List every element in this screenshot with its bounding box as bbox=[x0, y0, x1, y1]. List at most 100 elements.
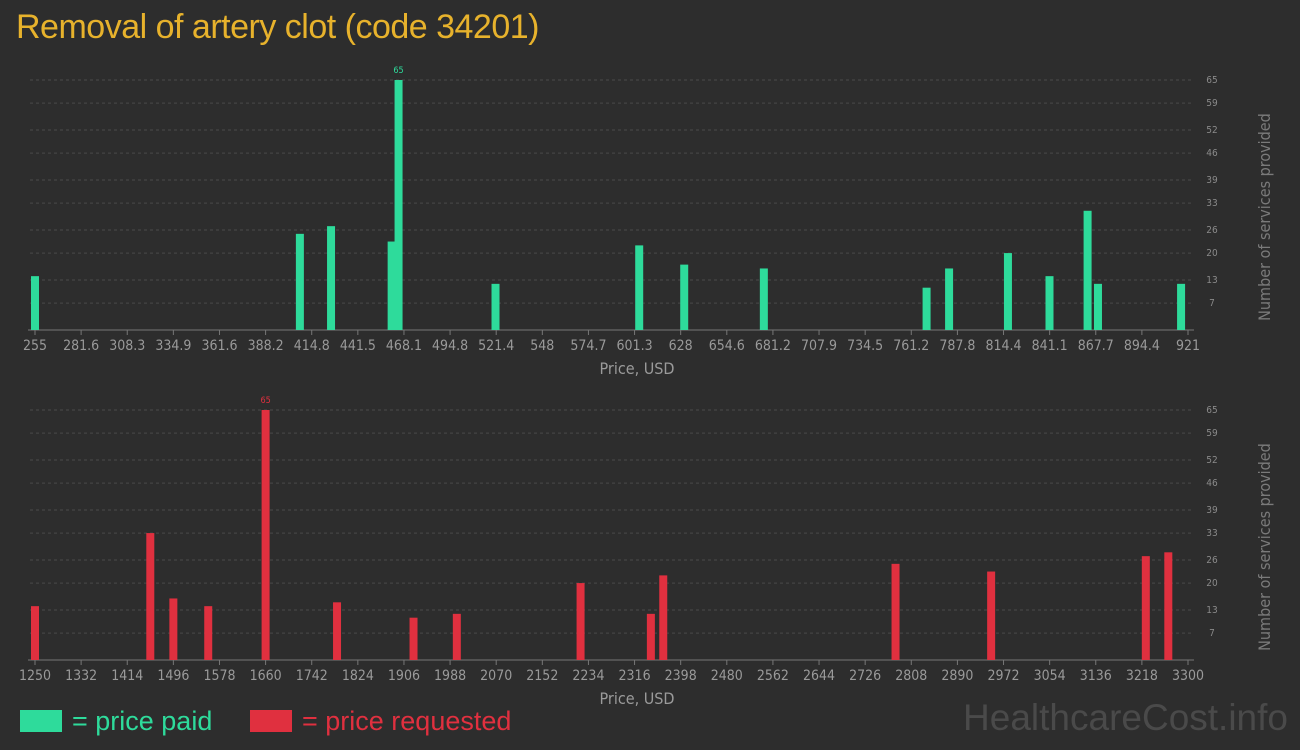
paid-x-tick-label: 867.7 bbox=[1078, 338, 1114, 354]
paid-x-tick-label: 707.9 bbox=[801, 338, 837, 354]
legend-label-requested: = price requested bbox=[302, 705, 512, 736]
requested-y-axis-label: Number of services provided bbox=[1255, 443, 1274, 651]
requested-bar bbox=[576, 583, 585, 660]
paid-y-tick-label: 20 bbox=[1206, 248, 1218, 259]
requested-x-tick-label: 2562 bbox=[757, 668, 789, 684]
requested-y-tick-label: 7 bbox=[1209, 628, 1215, 639]
legend-label-paid: = price paid bbox=[72, 705, 213, 736]
requested-x-axis-label: Price, USD bbox=[600, 689, 675, 708]
requested-x-tick-label: 1988 bbox=[434, 668, 466, 684]
requested-y-tick-label: 26 bbox=[1206, 555, 1218, 566]
requested-y-tick-label: 20 bbox=[1206, 578, 1218, 589]
paid-x-tick-label: 521.4 bbox=[478, 338, 514, 354]
paid-bar bbox=[387, 241, 396, 330]
requested-x-tick-label: 3218 bbox=[1126, 668, 1158, 684]
paid-bar bbox=[759, 268, 768, 330]
brand-watermark: HealthcareCost.info bbox=[963, 697, 1288, 738]
paid-x-tick-label: 334.9 bbox=[155, 338, 191, 354]
paid-bar bbox=[680, 264, 689, 330]
paid-bar bbox=[394, 80, 403, 330]
requested-x-tick-label: 1660 bbox=[250, 668, 282, 684]
requested-y-tick-label: 33 bbox=[1206, 528, 1217, 539]
requested-x-tick-label: 2316 bbox=[619, 668, 651, 684]
requested-y-tick-label: 46 bbox=[1206, 478, 1218, 489]
paid-y-tick-label: 39 bbox=[1206, 175, 1218, 186]
requested-x-tick-label: 1578 bbox=[203, 668, 235, 684]
requested-x-tick-label: 1496 bbox=[157, 668, 189, 684]
paid-x-tick-label: 761.2 bbox=[893, 338, 929, 354]
price-requested-chart: 7 13 20 26 33 39 46 52 59 65 1250 1332 1414 1496 1578 1… bbox=[19, 396, 1274, 708]
paid-x-tick-label: 574.7 bbox=[570, 338, 606, 354]
paid-x-tick-label: 414.8 bbox=[294, 338, 330, 354]
requested-bar bbox=[452, 613, 461, 660]
requested-x-tick-label: 2234 bbox=[572, 668, 604, 684]
paid-x-tick-label: 601.3 bbox=[617, 338, 653, 354]
requested-x-tick-label: 2726 bbox=[849, 668, 881, 684]
paid-x-tick-label: 734.5 bbox=[847, 338, 883, 354]
requested-bar bbox=[204, 606, 213, 660]
requested-bar bbox=[1141, 556, 1150, 660]
requested-x-tick-label: 3136 bbox=[1080, 668, 1112, 684]
requested-x-tick-label: 3054 bbox=[1034, 668, 1066, 684]
requested-y-tick-label: 13 bbox=[1206, 605, 1217, 616]
requested-x-tick-label: 1906 bbox=[388, 668, 420, 684]
paid-bar bbox=[945, 268, 954, 330]
requested-x-tick-label: 2152 bbox=[526, 668, 558, 684]
paid-x-tick-label: 628 bbox=[669, 338, 693, 354]
paid-y-axis-label: Number of services provided bbox=[1255, 113, 1274, 321]
paid-x-tick-label: 255 bbox=[23, 338, 47, 354]
requested-x-tick-label: 1414 bbox=[111, 668, 143, 684]
paid-x-tick-label: 468.1 bbox=[386, 338, 422, 354]
paid-y-tick-label: 59 bbox=[1206, 98, 1218, 109]
paid-bar bbox=[491, 283, 500, 330]
requested-x-tick-label: 2070 bbox=[480, 668, 512, 684]
requested-max-value-label: 65 bbox=[260, 396, 270, 406]
page-title: Removal of artery clot (code 34201) bbox=[16, 8, 539, 46]
paid-y-tick-label: 26 bbox=[1206, 225, 1218, 236]
requested-x-tick-label: 2808 bbox=[895, 668, 927, 684]
requested-bar bbox=[261, 410, 270, 660]
requested-x-tick-label: 2398 bbox=[665, 668, 697, 684]
paid-x-tick-label: 548 bbox=[530, 338, 554, 354]
legend-swatch-requested bbox=[250, 710, 292, 732]
paid-bar bbox=[31, 276, 39, 330]
requested-bar bbox=[646, 613, 655, 660]
requested-bar bbox=[987, 571, 996, 660]
requested-x-tick-label: 1742 bbox=[296, 668, 328, 684]
requested-x-tick-label: 1250 bbox=[19, 668, 51, 684]
price-paid-chart: 7 13 20 26 33 39 46 52 59 65 255 281.6 308.3 334.9 361… bbox=[23, 66, 1274, 378]
paid-x-axis-label: Price, USD bbox=[600, 359, 675, 378]
paid-y-tick-label: 7 bbox=[1209, 298, 1215, 309]
requested-bar bbox=[146, 533, 155, 660]
paid-x-tick-label: 921 bbox=[1176, 338, 1200, 354]
paid-y-tick-label: 33 bbox=[1206, 198, 1217, 209]
requested-bar bbox=[409, 617, 418, 660]
requested-x-tick-label: 3300 bbox=[1172, 668, 1204, 684]
requested-x-tick-label: 2480 bbox=[711, 668, 743, 684]
legend-price-requested: = price requested bbox=[250, 704, 511, 738]
paid-y-tick-label: 65 bbox=[1206, 75, 1217, 86]
paid-bar bbox=[1045, 276, 1054, 330]
paid-x-tick-label: 388.2 bbox=[248, 338, 284, 354]
requested-y-tick-label: 65 bbox=[1206, 405, 1217, 416]
paid-bar bbox=[635, 245, 644, 330]
requested-bar bbox=[31, 606, 39, 660]
paid-x-tick-label: 841.1 bbox=[1032, 338, 1068, 354]
paid-x-tick-label: 308.3 bbox=[109, 338, 145, 354]
paid-bar bbox=[295, 233, 304, 330]
paid-max-value-label: 65 bbox=[393, 66, 403, 76]
requested-y-tick-label: 59 bbox=[1206, 428, 1218, 439]
paid-bar bbox=[1083, 210, 1092, 330]
paid-y-tick-label: 46 bbox=[1206, 148, 1218, 159]
legend-swatch-paid bbox=[20, 710, 62, 732]
requested-bar bbox=[333, 602, 342, 660]
paid-y-tick-label: 52 bbox=[1206, 125, 1217, 136]
requested-y-tick-label: 39 bbox=[1206, 505, 1218, 516]
paid-bar bbox=[1003, 253, 1012, 330]
paid-bar bbox=[1093, 283, 1102, 330]
requested-x-tick-label: 2890 bbox=[941, 668, 973, 684]
requested-bar bbox=[1164, 552, 1173, 660]
requested-x-tick-label: 1824 bbox=[342, 668, 374, 684]
paid-x-tick-label: 441.5 bbox=[340, 338, 376, 354]
paid-bar bbox=[922, 287, 931, 330]
